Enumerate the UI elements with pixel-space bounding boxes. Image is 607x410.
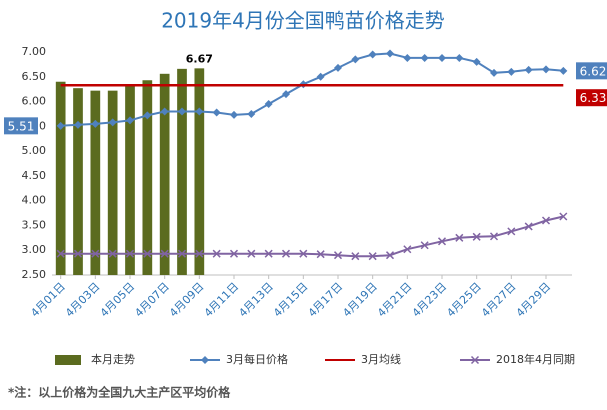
- data-label: 6.33: [580, 91, 607, 105]
- point: [212, 249, 221, 258]
- point: [333, 251, 343, 260]
- data-label: 6.62: [580, 64, 607, 78]
- y-tick-label: 6.00: [22, 95, 47, 108]
- point: [489, 232, 499, 241]
- bar: [142, 80, 153, 275]
- point: [229, 249, 239, 258]
- point: [264, 100, 273, 109]
- legend-label: 3月每日价格: [226, 352, 288, 366]
- legend-label: 3月均线: [361, 352, 401, 366]
- point: [316, 250, 325, 259]
- point: [507, 67, 516, 76]
- point: [559, 66, 568, 75]
- point: [316, 72, 325, 81]
- y-tick-label: 6.50: [22, 70, 47, 83]
- point: [230, 110, 238, 119]
- point: [108, 118, 117, 127]
- data-label: 6.67: [186, 52, 213, 65]
- legend-swatch: [55, 355, 81, 365]
- data-label: 5.51: [8, 119, 35, 133]
- point: [299, 249, 308, 258]
- footnote: *注：以上价格为全国九大主产区平均价格: [8, 385, 231, 400]
- point: [73, 249, 83, 258]
- data-label-box: [4, 117, 38, 135]
- bar: [125, 85, 135, 275]
- point: [212, 108, 221, 117]
- point: [368, 50, 377, 59]
- point: [143, 111, 152, 120]
- legend-label: 2018年4月同期: [496, 352, 575, 366]
- point: [143, 249, 152, 258]
- point: [247, 109, 256, 118]
- point: [160, 249, 169, 258]
- point: [470, 355, 480, 365]
- data-label-box: [576, 89, 607, 107]
- point: [56, 249, 65, 258]
- point: [472, 232, 481, 241]
- point: [403, 53, 412, 62]
- point: [125, 249, 135, 258]
- bar: [159, 73, 170, 275]
- point: [403, 245, 412, 254]
- bar: [107, 90, 118, 275]
- point: [420, 241, 429, 250]
- point: [264, 249, 273, 258]
- point: [368, 252, 377, 261]
- point: [420, 53, 429, 62]
- point: [524, 222, 533, 231]
- point: [91, 119, 100, 128]
- point: [385, 251, 395, 260]
- data-label-box: [576, 62, 607, 80]
- y-tick-label: 4.00: [22, 194, 47, 207]
- series-line: [60, 215, 564, 258]
- point: [177, 249, 187, 258]
- point: [56, 121, 65, 130]
- point: [524, 65, 533, 74]
- point: [201, 356, 209, 364]
- y-tick-label: 5.00: [22, 144, 47, 157]
- point: [351, 252, 360, 261]
- point: [507, 227, 516, 236]
- point: [160, 107, 169, 116]
- bar: [55, 81, 66, 275]
- y-tick-label: 7.00: [22, 45, 47, 58]
- point: [351, 55, 360, 64]
- y-tick-label: 2.50: [22, 268, 47, 281]
- point: [472, 57, 481, 66]
- point: [91, 249, 100, 258]
- point: [282, 90, 290, 99]
- point: [126, 116, 134, 125]
- point: [437, 237, 447, 246]
- legend-label: 本月走势: [91, 352, 135, 366]
- bar: [73, 88, 83, 275]
- bar: [194, 68, 205, 275]
- point: [542, 65, 550, 74]
- point: [195, 107, 204, 116]
- point: [74, 120, 82, 129]
- point: [438, 53, 446, 62]
- bar: [90, 90, 101, 275]
- point: [490, 68, 498, 77]
- y-tick-label: 4.50: [22, 169, 47, 182]
- y-tick-label: 3.50: [22, 218, 47, 231]
- point: [455, 233, 464, 242]
- point: [334, 63, 342, 72]
- point: [455, 53, 464, 62]
- point: [386, 49, 394, 58]
- point: [247, 249, 256, 258]
- point: [108, 249, 117, 258]
- point: [281, 249, 291, 258]
- bar: [177, 68, 187, 275]
- chart-title: 2019年4月份全国鸭苗价格走势: [161, 9, 445, 33]
- y-tick-label: 3.00: [22, 243, 47, 256]
- point: [559, 212, 568, 221]
- point: [541, 216, 551, 225]
- point: [178, 107, 186, 116]
- point: [195, 249, 204, 258]
